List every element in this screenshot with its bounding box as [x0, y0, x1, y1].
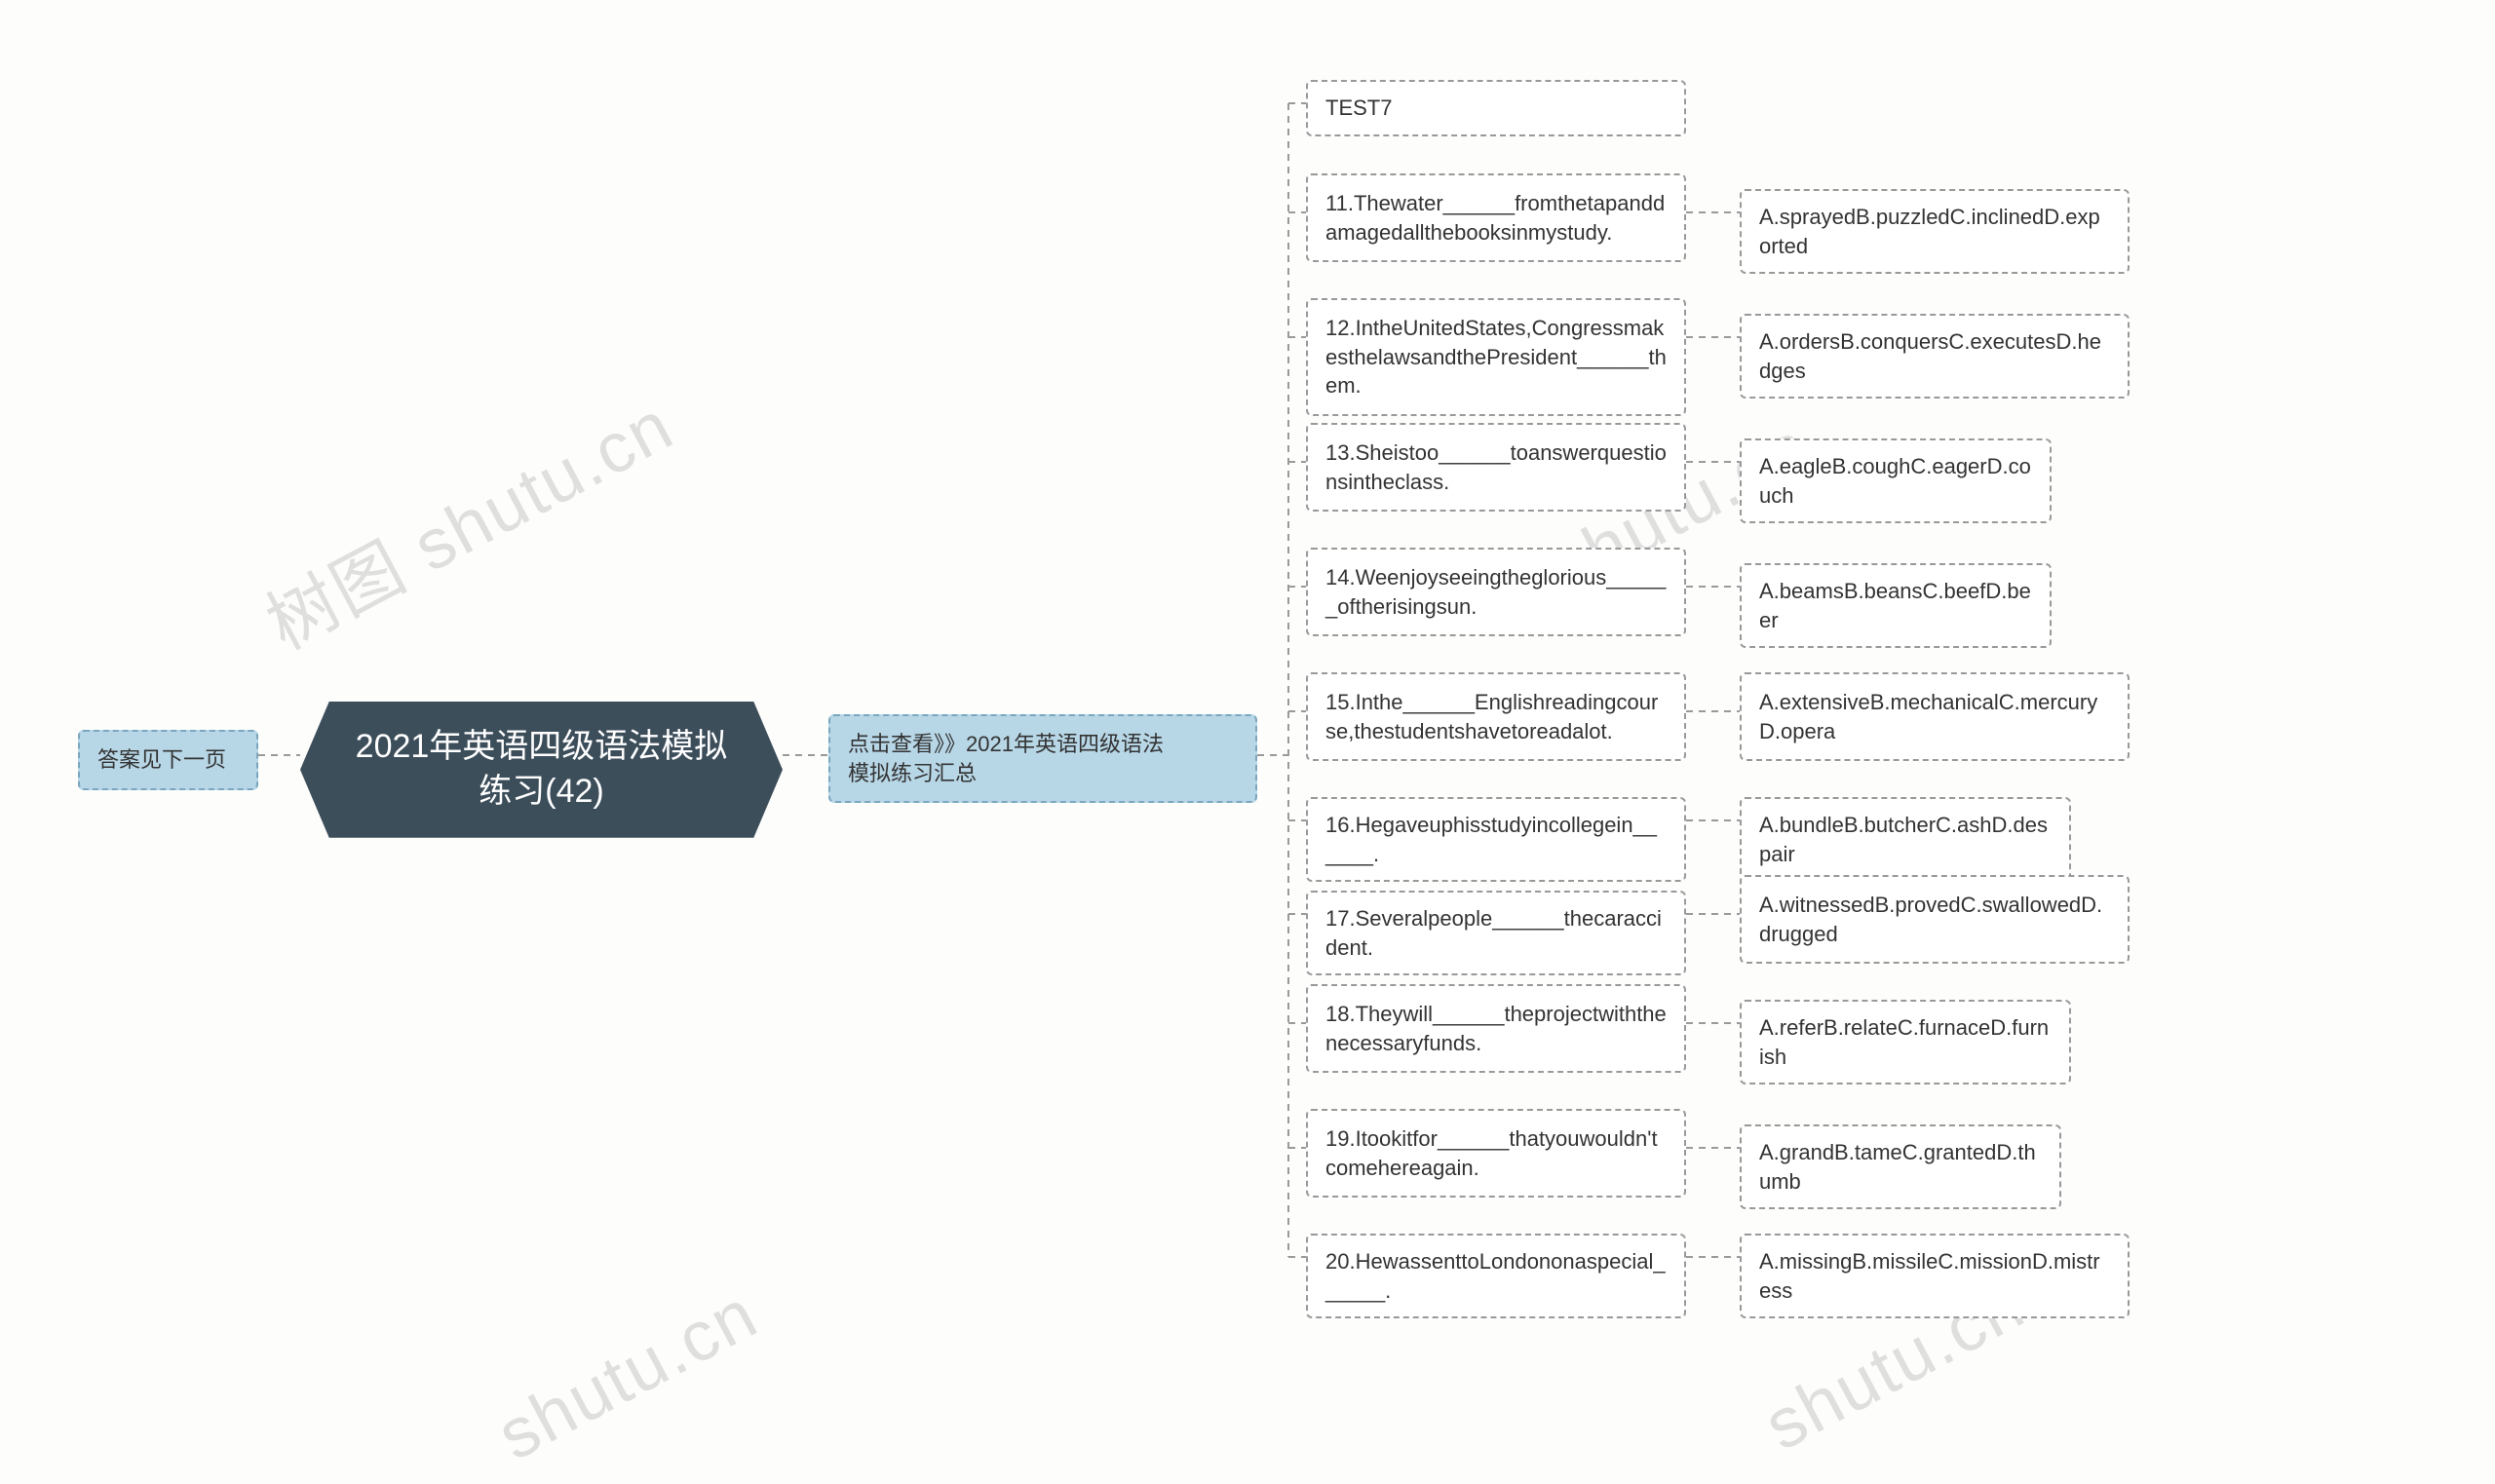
- answer-text: A.extensiveB.mechanicalC.mercuryD.opera: [1759, 690, 2097, 743]
- watermark: 树图 shutu.cn: [246, 369, 688, 669]
- question-text: 14.Weenjoyseeingtheglorious______oftheri…: [1325, 565, 1666, 619]
- question-node: 12.IntheUnitedStates,Congressmakesthelaw…: [1306, 298, 1686, 416]
- answer-text: A.witnessedB.provedC.swallowedD.drugged: [1759, 893, 2102, 946]
- answer-text: A.missingB.missileC.missionD.mistress: [1759, 1249, 2100, 1303]
- question-text: 16.Hegaveuphisstudyincollegein______.: [1325, 813, 1657, 866]
- question-text: 19.Itookitfor______thatyouwouldn'tcomehe…: [1325, 1126, 1658, 1180]
- root-title-line2: 练习(42): [479, 773, 603, 810]
- question-text: 18.Theywill______theprojectwiththenecess…: [1325, 1002, 1667, 1055]
- answer-text: A.grandB.tameC.grantedD.thumb: [1759, 1140, 2036, 1194]
- answer-text: A.sprayedB.puzzledC.inclinedD.exported: [1759, 205, 2100, 258]
- root-title-node: 2021年英语四级语法模拟 练习(42): [300, 702, 783, 838]
- answer-node: A.sprayedB.puzzledC.inclinedD.exported: [1740, 189, 2130, 274]
- question-node: 14.Weenjoyseeingtheglorious______oftheri…: [1306, 548, 1686, 636]
- answer-node: A.grandB.tameC.grantedD.thumb: [1740, 1124, 2061, 1209]
- answer-next-page-label: 答案见下一页: [97, 747, 226, 772]
- answer-text: A.eagleB.coughC.eagerD.couch: [1759, 454, 2031, 508]
- question-text: 12.IntheUnitedStates,Congressmakesthelaw…: [1325, 316, 1667, 398]
- question-node: 16.Hegaveuphisstudyincollegein______.: [1306, 797, 1686, 882]
- question-text: 11.Thewater______fromthetapanddamagedall…: [1325, 191, 1665, 245]
- question-text: 15.Inthe______Englishreadingcourse,thest…: [1325, 690, 1658, 743]
- answer-text: A.bundleB.butcherC.ashD.despair: [1759, 813, 2048, 866]
- summary-link-node[interactable]: 点击查看》》2021年英语四级语法 模拟练习汇总: [828, 714, 1257, 803]
- answer-node: A.missingB.missileC.missionD.mistress: [1740, 1234, 2130, 1318]
- question-node: 15.Inthe______Englishreadingcourse,thest…: [1306, 672, 1686, 761]
- question-text: 20.HewassenttoLondononaspecial______.: [1325, 1249, 1666, 1303]
- question-node: TEST7: [1306, 80, 1686, 136]
- summary-link-line2: 模拟练习汇总: [848, 761, 977, 785]
- question-node: 18.Theywill______theprojectwiththenecess…: [1306, 984, 1686, 1073]
- answer-node: A.beamsB.beansC.beefD.beer: [1740, 563, 2052, 648]
- answer-node: A.extensiveB.mechanicalC.mercuryD.opera: [1740, 672, 2130, 761]
- answer-node: A.eagleB.coughC.eagerD.couch: [1740, 438, 2052, 523]
- summary-link-line1: 点击查看》》2021年英语四级语法: [848, 732, 1164, 756]
- answer-text: A.beamsB.beansC.beefD.beer: [1759, 579, 2031, 632]
- question-text: 17.Severalpeople______thecaraccident.: [1325, 906, 1662, 960]
- question-node: 13.Sheistoo______toanswerquestionsinthec…: [1306, 423, 1686, 512]
- answer-node: A.witnessedB.provedC.swallowedD.drugged: [1740, 875, 2130, 964]
- question-node: 19.Itookitfor______thatyouwouldn'tcomehe…: [1306, 1109, 1686, 1198]
- answer-node: A.ordersB.conquersC.executesD.hedges: [1740, 314, 2130, 399]
- watermark: shutu.cn: [485, 1274, 771, 1476]
- question-text: TEST7: [1325, 95, 1392, 120]
- answer-next-page-node: 答案见下一页: [78, 730, 258, 790]
- question-node: 20.HewassenttoLondononaspecial______.: [1306, 1234, 1686, 1318]
- answer-node: A.referB.relateC.furnaceD.furnish: [1740, 1000, 2071, 1084]
- root-title-line1: 2021年英语四级语法模拟: [356, 728, 728, 765]
- answer-text: A.ordersB.conquersC.executesD.hedges: [1759, 329, 2101, 383]
- answer-text: A.referB.relateC.furnaceD.furnish: [1759, 1015, 2049, 1069]
- question-node: 11.Thewater______fromthetapanddamagedall…: [1306, 173, 1686, 262]
- question-node: 17.Severalpeople______thecaraccident.: [1306, 891, 1686, 975]
- answer-node: A.bundleB.butcherC.ashD.despair: [1740, 797, 2071, 882]
- question-text: 13.Sheistoo______toanswerquestionsinthec…: [1325, 440, 1667, 494]
